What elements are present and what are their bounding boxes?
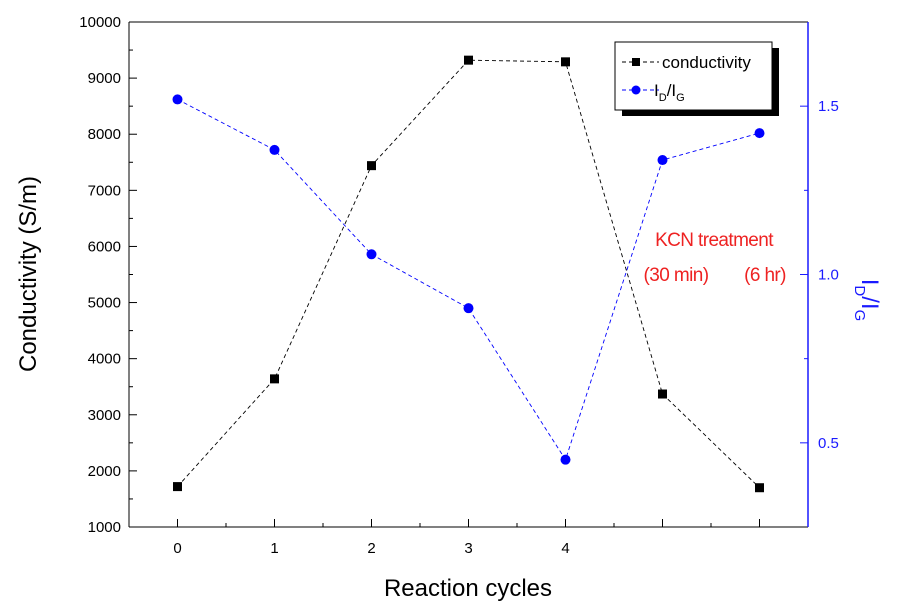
left-y-axis: 1000 2000 3000 4000 5000 6000 7000 8000 9000 1000… [79,14,137,536]
conductivity-point [755,483,764,493]
left-tick-label: 6000 [88,238,121,255]
annotation-30-min: (30 min) [644,265,709,286]
legend-square-marker [632,58,640,66]
id-ig-ratio-point [560,454,571,465]
conductivity-point [561,57,570,67]
right-axis-title-slash-i: /I [856,296,883,309]
svg-text:ID/IG: ID/IG [851,279,883,322]
right-tick-label: 1.0 [818,267,839,284]
left-y-axis-title: Conductivity (S/m) [15,176,42,372]
id-ig-ratio-point [172,94,183,105]
conductivity-point [173,482,182,492]
legend-ratio-sub-d: D [659,92,667,104]
legend-ratio-label: ID/IG [654,81,685,104]
id-ig-ratio-point [463,303,474,314]
left-tick-label: 4000 [88,351,121,368]
conductivity-point [270,374,279,384]
right-axis-title-i: I [856,279,883,286]
left-tick-label: 3000 [88,407,121,424]
id-ig-ratio-point [754,128,765,139]
right-tick-label: 1.5 [818,98,839,115]
id-ig-ratio-point [657,155,668,166]
conductivity-point [367,161,376,171]
annotation-6-hr: (6 hr) [744,265,786,286]
x-tick-label: 3 [464,540,472,557]
left-tick-label: 7000 [88,182,121,199]
id-ig-ratio-point [269,144,280,155]
left-tick-label: 8000 [88,126,121,143]
left-tick-label: 10000 [79,14,121,31]
left-tick-label: 5000 [88,295,121,312]
left-tick-label: 9000 [88,70,121,87]
legend-ratio-i: I [654,81,659,100]
x-tick-label: 1 [270,540,278,557]
legend-box [614,41,773,111]
right-y-axis-title: ID/IG [851,279,883,322]
annotation-kcn-treatment: KCN treatment [655,230,774,251]
right-tick-label: 0.5 [818,435,839,452]
kcn-annotation: KCN treatment (30 min) (6 hr) [644,230,787,286]
id-ig-ratio-point [366,249,377,260]
x-axis-title: Reaction cycles [384,575,552,602]
right-axis-title-sub-d: D [851,285,868,296]
right-axis-title-sub-g: G [851,310,868,322]
conductivity-point [658,389,667,399]
x-tick-label: 2 [367,540,375,557]
conductivity-point [464,55,473,65]
x-tick-label: 4 [561,540,569,557]
legend: conductivity ID/IG [614,41,779,116]
series-layer [172,55,765,493]
legend-ratio-slash-i: /I [667,81,676,100]
x-axis: 0 1 2 3 4 [173,519,760,557]
legend-circle-marker [631,85,641,95]
right-y-axis: 0.5 1.0 1.5 [800,98,839,452]
legend-ratio-sub-g: G [676,92,685,104]
legend-conductivity-label: conductivity [662,53,751,72]
left-tick-label: 2000 [88,463,121,480]
x-tick-label: 0 [173,540,181,557]
left-tick-label: 1000 [88,519,121,536]
